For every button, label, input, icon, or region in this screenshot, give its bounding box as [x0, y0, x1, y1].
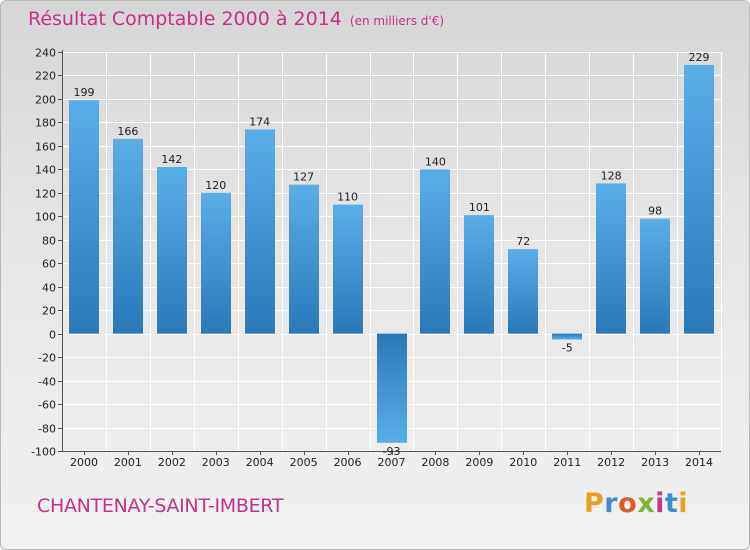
data-label: 199: [73, 86, 94, 99]
data-label: 128: [601, 169, 622, 182]
x-tick-label: 2004: [246, 456, 274, 469]
y-tick-label: 200: [35, 94, 56, 107]
y-tick-label: 0: [49, 329, 56, 342]
x-tick-label: 2002: [158, 456, 186, 469]
x-tick-label: 2008: [421, 456, 449, 469]
y-tick-label: -60: [38, 399, 56, 412]
data-label: 101: [469, 201, 490, 214]
data-label: 110: [337, 191, 358, 204]
y-tick-label: 80: [42, 235, 56, 248]
data-label: 166: [117, 125, 138, 138]
bar: [508, 249, 538, 334]
bar: [552, 333, 582, 340]
logo-letter: i: [655, 488, 665, 519]
chart-title-text: Résultat Comptable 2000 à 2014: [28, 8, 342, 30]
axes: -100 -80 -60 -40 -20 0 20 40 60 80 100 120 140 160 180…: [31, 47, 721, 469]
y-tick-label: 180: [35, 117, 56, 130]
x-tick-label: 2014: [685, 456, 713, 469]
x-tick-label: 2006: [334, 456, 362, 469]
data-label: 142: [161, 153, 182, 166]
data-label: 229: [689, 51, 710, 64]
x-tick-label: 2003: [202, 456, 230, 469]
x-tick-label: 2010: [509, 456, 537, 469]
x-tick-label: 2011: [553, 456, 581, 469]
bar: [420, 169, 450, 334]
bar: [640, 218, 670, 334]
bar: [69, 100, 99, 334]
x-tick-label: 2005: [290, 456, 318, 469]
logo-letter: P: [584, 488, 605, 519]
bar: [377, 333, 407, 443]
y-tick-label: 220: [35, 70, 56, 83]
logo-letter: x: [637, 488, 656, 519]
data-label: 174: [249, 115, 270, 128]
proxiti-logo[interactable]: Proxiti: [584, 488, 688, 519]
y-tick-label: 20: [42, 305, 56, 318]
bar: [201, 192, 231, 334]
y-tick-label: -40: [38, 376, 56, 389]
bar-series: [69, 64, 714, 443]
bar: [113, 138, 143, 334]
x-tick-label: 2007: [378, 456, 406, 469]
city-name: CHANTENAY-SAINT-IMBERT: [37, 495, 284, 517]
bar: [157, 167, 187, 334]
y-tick-label: -80: [38, 423, 56, 436]
data-label: -93: [383, 445, 401, 458]
x-tick-label: 2001: [114, 456, 142, 469]
data-labels: 199 166 142 120 174 127 110 -93 140 101 72 -5 128 98 2…: [73, 51, 709, 458]
logo-letter: i: [678, 488, 689, 519]
bar: [289, 184, 319, 334]
y-tick-label: 60: [42, 258, 56, 271]
x-tick-label: 2000: [70, 456, 98, 469]
chart-title: Résultat Comptable 2000 à 2014 (en millie…: [28, 8, 444, 30]
logo-letter: o: [618, 488, 638, 519]
data-label: -5: [562, 342, 573, 355]
y-tick-label: 140: [35, 164, 56, 177]
bar: [333, 204, 363, 334]
x-tick-label: 2012: [597, 456, 625, 469]
data-label: 98: [648, 205, 662, 218]
data-label: 127: [293, 171, 314, 184]
bar: [245, 129, 275, 334]
y-tick-label: 100: [35, 211, 56, 224]
data-label: 120: [205, 179, 226, 192]
chart-subtitle: (en milliers d'€): [349, 14, 445, 28]
logo-letter: t: [664, 488, 679, 519]
y-tick-label: -100: [31, 446, 56, 459]
y-tick-label: -20: [38, 352, 56, 365]
logo-letter: r: [604, 488, 619, 519]
x-tick-label: 2009: [465, 456, 493, 469]
x-tick-label: 2013: [641, 456, 669, 469]
bar: [596, 183, 626, 334]
bar: [464, 215, 494, 334]
bar: [684, 64, 714, 334]
y-tick-label: 160: [35, 141, 56, 154]
y-tick-label: 240: [35, 47, 56, 60]
data-label: 72: [516, 235, 530, 248]
y-tick-label: 120: [35, 188, 56, 201]
data-label: 140: [425, 155, 446, 168]
y-tick-label: 40: [42, 282, 56, 295]
